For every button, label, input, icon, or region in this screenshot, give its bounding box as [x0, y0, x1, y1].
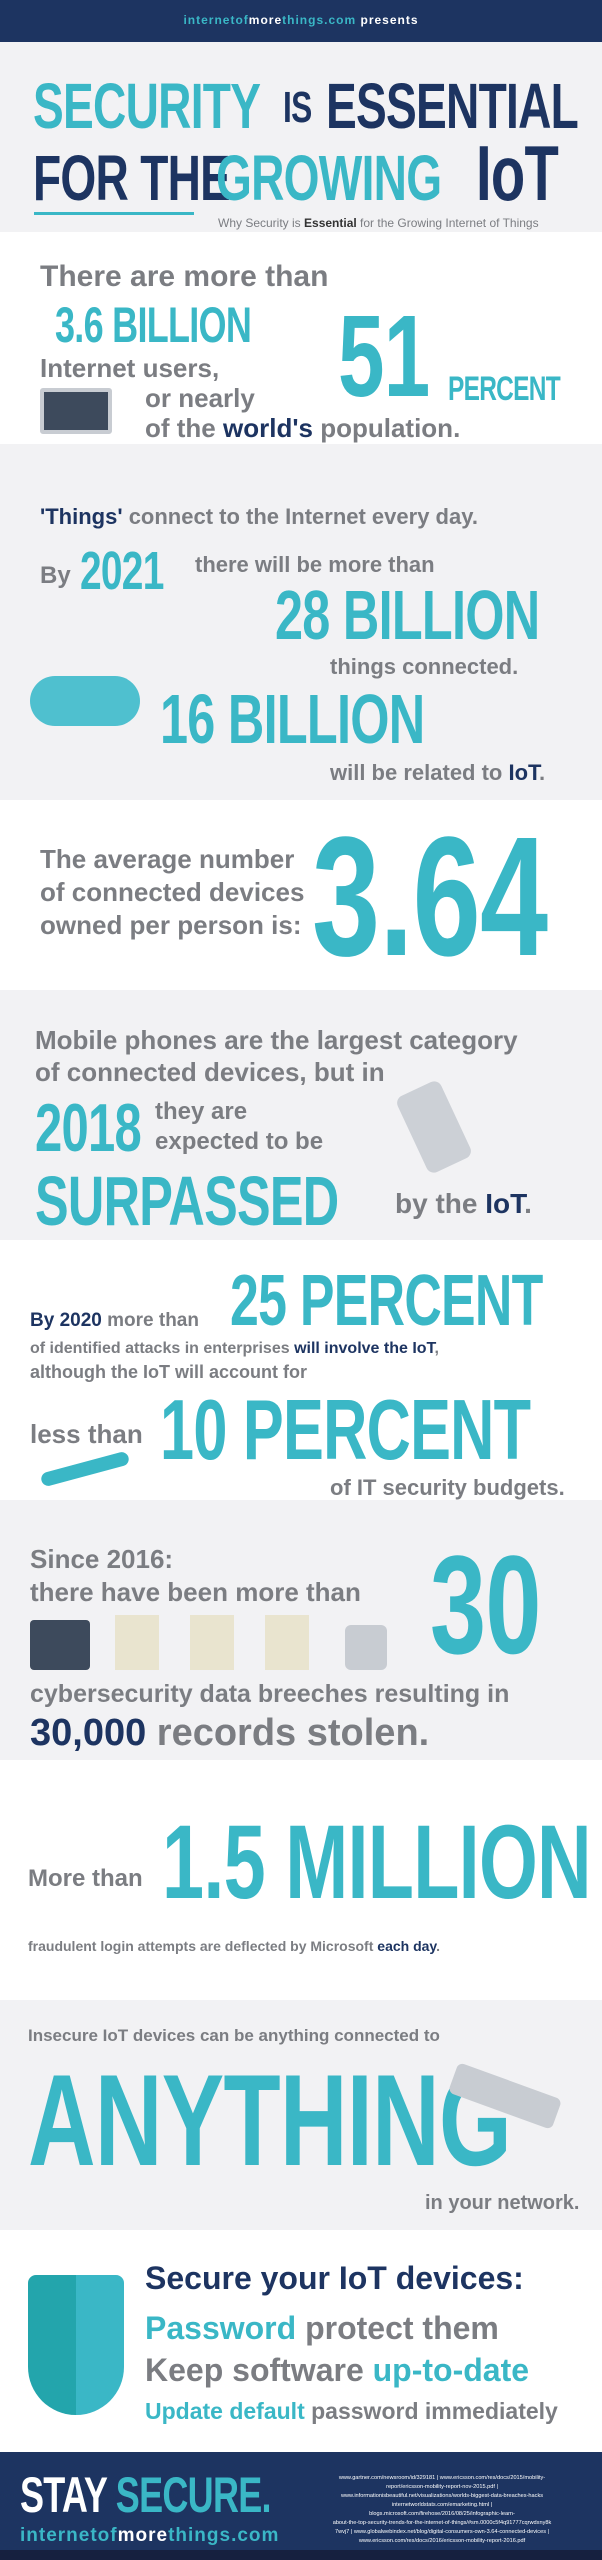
document-icon — [265, 1615, 309, 1670]
phone-icon — [394, 1078, 474, 1176]
subtitle: Why Security is Essential for the Growin… — [218, 216, 539, 230]
section-attacks: By 2020 more than 25 PERCENT of identifi… — [0, 1240, 602, 1500]
bottom-strip — [0, 2550, 602, 2560]
section-mobile-phones: Mobile phones are the largest category o… — [0, 990, 602, 1240]
section-devices-per-person: The average number of connected devices … — [0, 800, 602, 990]
sources: www.gartner.com/newsroom/id/329181 | www… — [332, 2475, 552, 2544]
document-icon — [190, 1615, 234, 1670]
footer: STAY SECURE. internetofmorethings.com ww… — [0, 2452, 602, 2550]
section-internet-users: There are more than 3.6 BILLION Internet… — [0, 232, 602, 444]
title-word: IoT — [476, 129, 559, 217]
top-bar: internetofmorethings.com presents — [0, 0, 602, 42]
title-word: IS — [283, 83, 312, 132]
key-icon — [39, 1450, 131, 1488]
section-secure-devices: Secure your IoT devices: Password protec… — [0, 2230, 602, 2452]
section-breaches: Since 2016: there have been more than 30… — [0, 1500, 602, 1760]
title-word: GROWING — [216, 142, 442, 214]
section-anything: Insecure IoT devices can be anything con… — [0, 2000, 602, 2230]
section-fraud: More than 1.5 MILLION fraudulent login a… — [0, 1760, 602, 2000]
footer-brand[interactable]: internetofmorethings.com — [20, 2525, 280, 2546]
title-section: SECURITY IS ESSENTIAL FOR THE GROWING Io… — [0, 42, 602, 232]
cloud-icon — [30, 676, 140, 726]
section-things-connected: 'Things' connect to the Internet every d… — [0, 444, 602, 800]
title-word: FOR THE — [33, 142, 231, 214]
underline — [34, 212, 194, 215]
shield-gear-icon — [28, 2275, 124, 2415]
server-icon — [30, 1620, 90, 1670]
presenter: internetofmorethings.com presents — [183, 13, 419, 27]
monitor-icon — [40, 388, 112, 434]
title-word: ESSENTIAL — [326, 70, 579, 142]
document-icon — [115, 1615, 159, 1670]
padlock-icon — [345, 1625, 387, 1670]
title-word: SECURITY — [33, 70, 261, 142]
